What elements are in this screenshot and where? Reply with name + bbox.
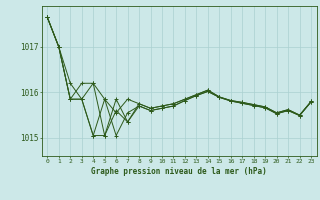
X-axis label: Graphe pression niveau de la mer (hPa): Graphe pression niveau de la mer (hPa) [91, 167, 267, 176]
